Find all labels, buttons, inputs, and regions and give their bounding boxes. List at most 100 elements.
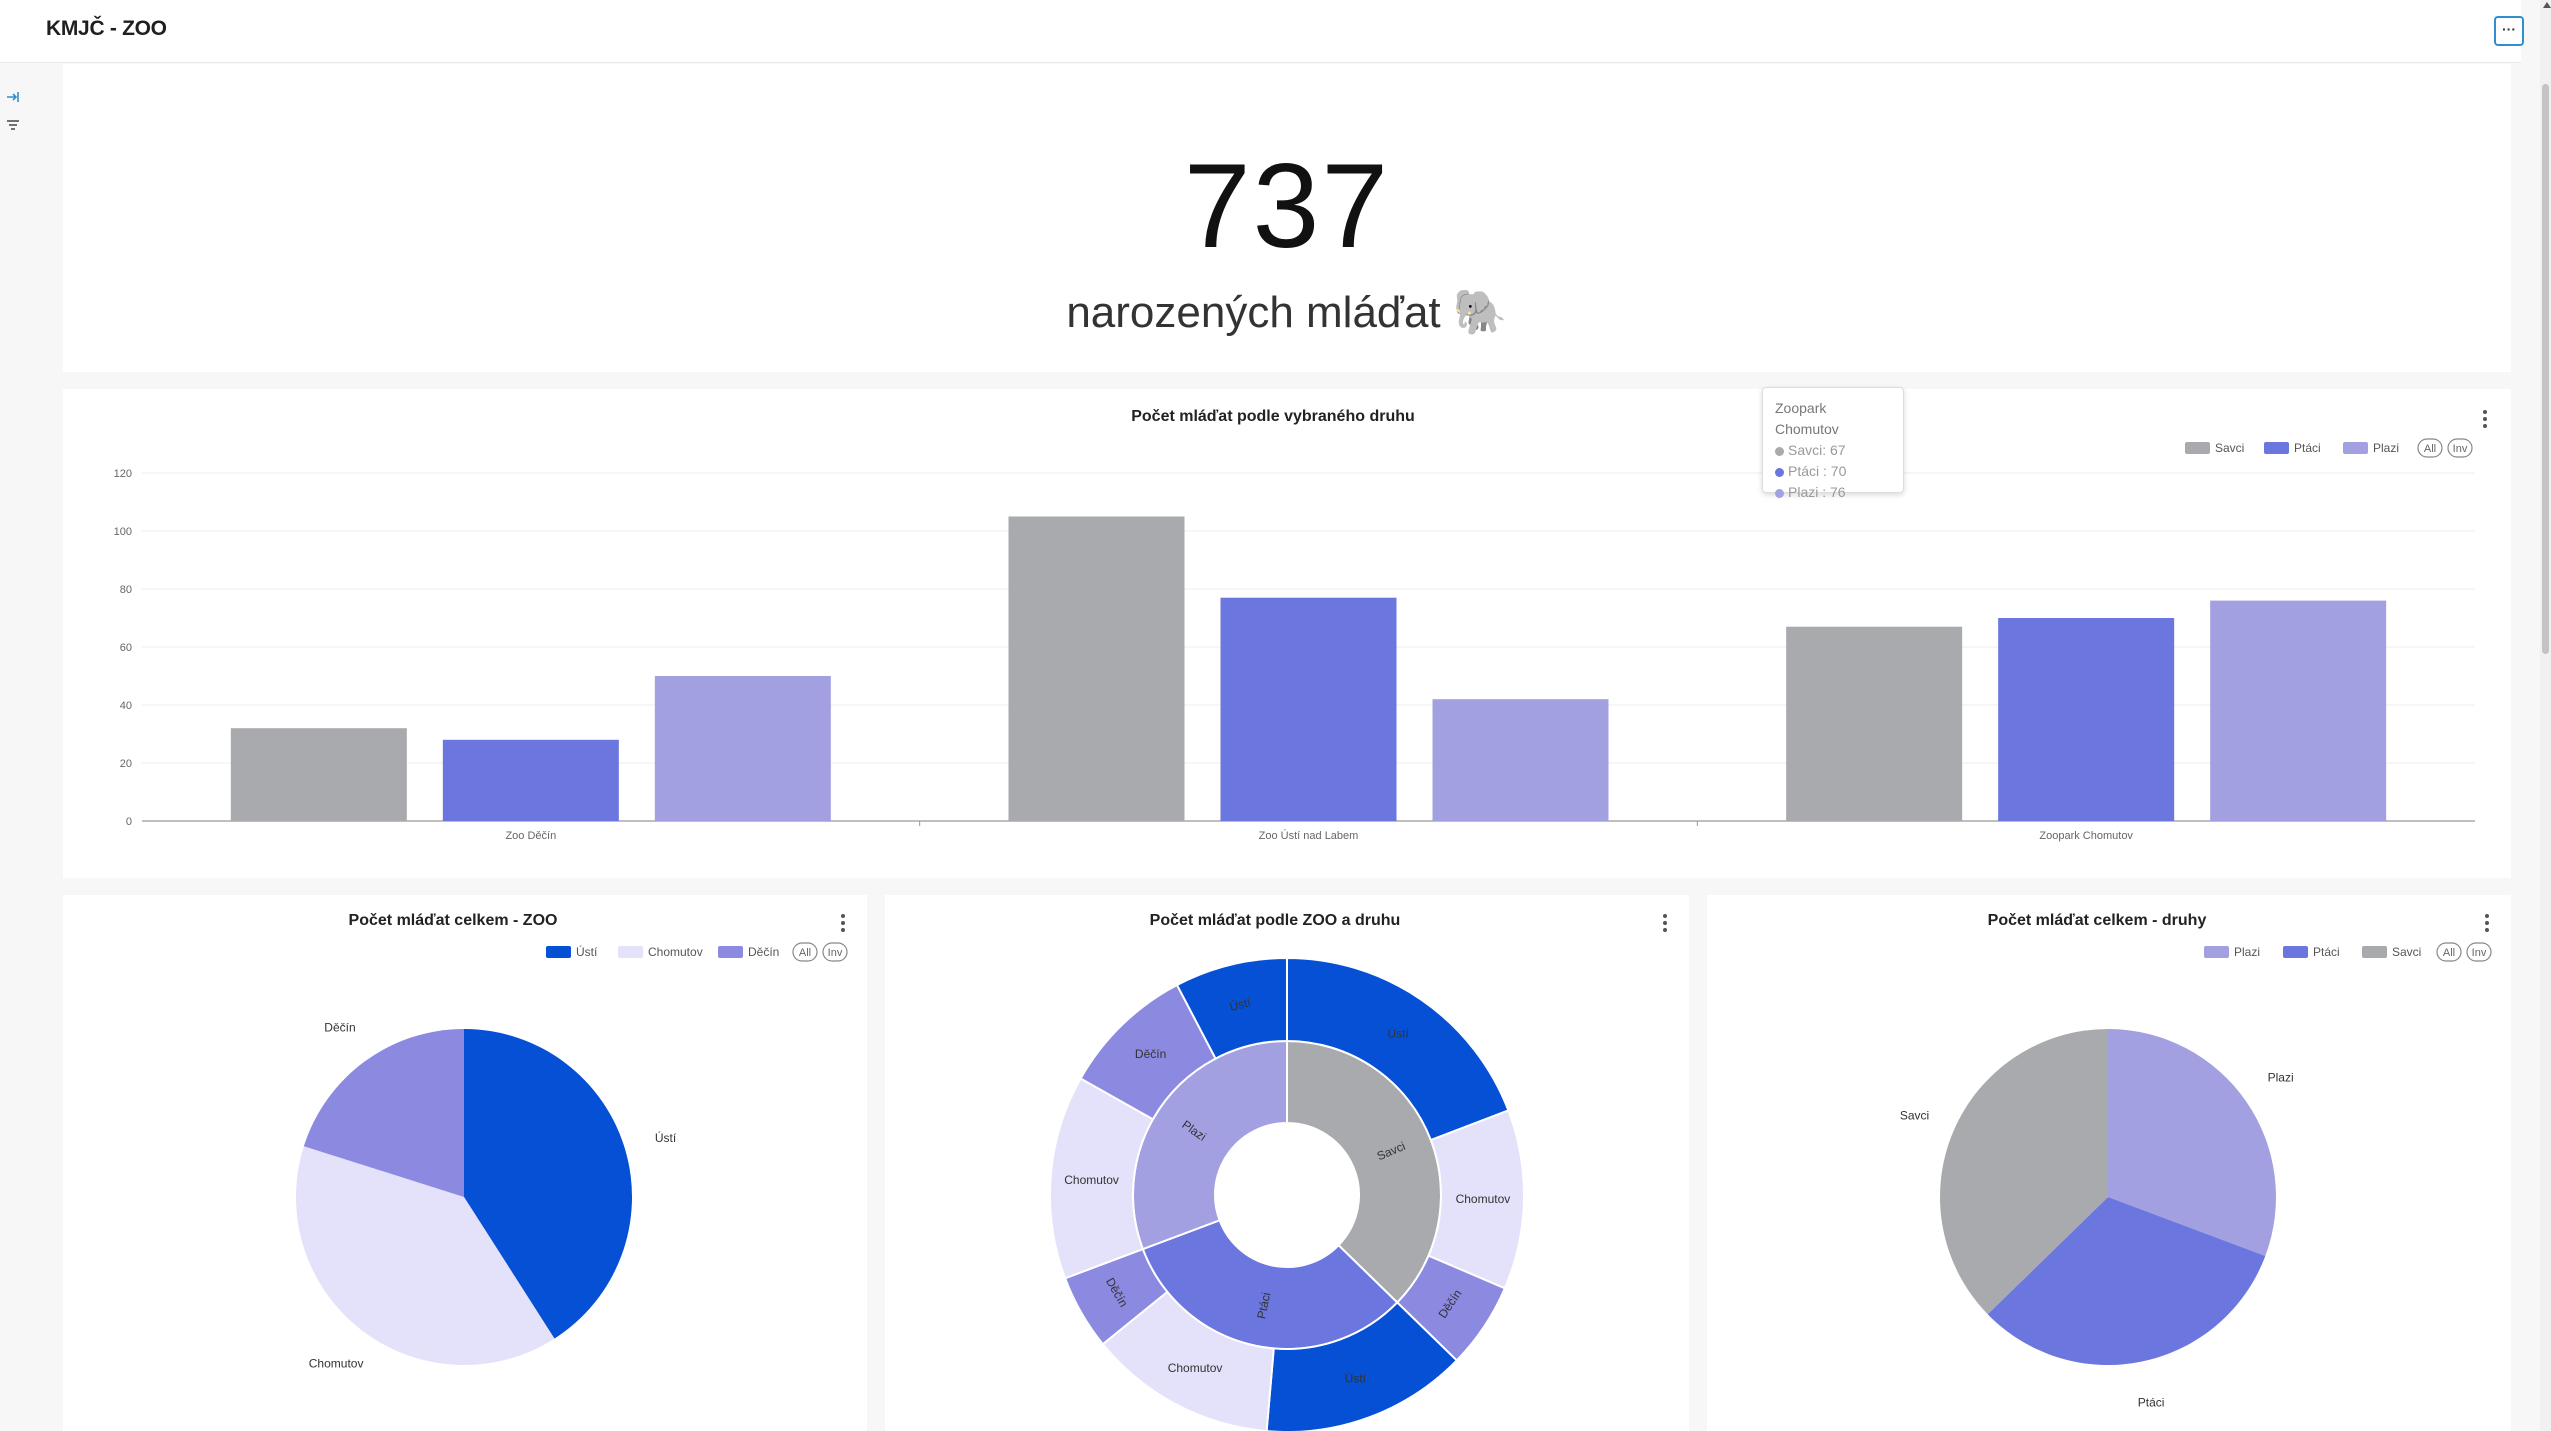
- pie-zoo-slice-usti[interactable]: [464, 1029, 633, 1339]
- pie-druhy-legend-ptaci-label[interactable]: Ptáci: [2313, 945, 2340, 959]
- sunburst-inner-label-ptaci: Ptáci: [1254, 1291, 1273, 1320]
- pie-zoo-menu-icon[interactable]: [841, 914, 845, 935]
- pie-zoo-legend-usti-label[interactable]: Ústí: [576, 944, 598, 959]
- sunburst-svg: SavciPtáciPlaziÚstíChomutovDěčínÚstíChom…: [1048, 956, 1525, 1431]
- sunburst-outer-usti[interactable]: [1175, 956, 1288, 1060]
- pie-zoo-title: Počet mláďat celkem - ZOO: [348, 912, 558, 929]
- pie-druhy-menu-icon[interactable]: [2485, 914, 2489, 935]
- scrollbar-thumb[interactable]: [2542, 84, 2549, 654]
- pie-druhy-slice-plazi[interactable]: [2108, 1029, 2276, 1257]
- pie-druhy-legend-plazi-swatch[interactable]: [2204, 946, 2229, 958]
- pie-zoo-legend-all-toggle[interactable]: [792, 942, 818, 962]
- pie-druhy-legend-ptaci-swatch[interactable]: [2283, 946, 2308, 958]
- tooltip-title: Zoopark Chomutov: [1775, 400, 1839, 437]
- sunburst-title: Počet mláďat podle ZOO a druhu: [1149, 912, 1401, 929]
- more-options-button[interactable]: ···: [2494, 16, 2524, 46]
- bar-y-tick-label: 20: [120, 758, 132, 770]
- pie-zoo-legend-chomutov-label[interactable]: Chomutov: [648, 945, 703, 959]
- pie-zoo-slice-decin[interactable]: [303, 1029, 464, 1197]
- pie-zoo-svg: Ústí Chomutov Děčín Inv All Děčín Chomutov Ústí: [296, 942, 848, 1371]
- bar-ptaci-zoopark-chomutov[interactable]: [1998, 618, 2175, 821]
- sunburst-menu-icon[interactable]: [1663, 914, 1667, 935]
- tooltip-dot-icon: [1775, 488, 1784, 498]
- pie-zoo-legend-inv-toggle[interactable]: [822, 942, 848, 962]
- pie-zoo-legend-chomutov-swatch[interactable]: [618, 946, 643, 958]
- bar-ptaci-zoo-usti-nad-labem[interactable]: [1220, 597, 1397, 821]
- pie-druhy-slice-label-savci: Savci: [1900, 1108, 1929, 1122]
- pie-druhy-legend-savci-label[interactable]: Savci: [2392, 945, 2421, 959]
- pie-zoo-slice-label-usti: Ústí: [655, 1130, 677, 1145]
- bar-legend-plazi-label[interactable]: Plazi: [2373, 441, 2399, 455]
- sunburst-outer-label-usti: Ústí: [1387, 1026, 1409, 1041]
- pie-zoo-slice-label-decin: Děčín: [324, 1021, 355, 1035]
- filter-icon[interactable]: [6, 119, 20, 134]
- sunburst-outer-label-chomutov: Chomutov: [1168, 1361, 1223, 1375]
- big-number-value: 737: [1183, 139, 1391, 273]
- top-bar: KMJČ - ZOO ···: [0, 0, 2524, 63]
- bar-legend-savci-label[interactable]: Savci: [2215, 441, 2244, 455]
- pie-druhy-slice-ptaci[interactable]: [1987, 1197, 2266, 1365]
- bar-x-tick-label: Zoo Děčín: [505, 830, 556, 842]
- tooltip-dot-icon: [1775, 467, 1784, 477]
- pie-zoo-slice-label-chomutov: Chomutov: [309, 1357, 364, 1371]
- bar-legend-all-toggle[interactable]: [2417, 438, 2443, 458]
- bar-plazi-zoopark-chomutov[interactable]: [2210, 600, 2387, 821]
- pie-zoo-legend-all-label[interactable]: All: [799, 947, 811, 959]
- tooltip-line-ptaci: Ptáci : 70: [1775, 461, 1891, 482]
- pie-druhy-slice-label-ptaci: Ptáci: [2138, 1396, 2165, 1410]
- bar-plazi-zoo-usti-nad-labem[interactable]: [1432, 699, 1609, 821]
- big-number-subtitle: narozených mláďat 🐘: [1066, 288, 1508, 337]
- pie-druhy-legend-savci-swatch[interactable]: [2362, 946, 2387, 958]
- bar-legend-all-label[interactable]: All: [2424, 443, 2436, 455]
- vertical-scrollbar[interactable]: [2540, 0, 2551, 1431]
- sunburst-outer-label-usti: Ústí: [1345, 1371, 1367, 1386]
- bar-chart-menu-icon[interactable]: [2483, 410, 2487, 431]
- bar-legend-plazi-swatch[interactable]: [2343, 442, 2368, 454]
- pie-druhy-legend-all-label[interactable]: All: [2443, 947, 2455, 959]
- tooltip-line-savci: Savci: 67: [1775, 440, 1891, 461]
- sunburst-outer-label-chomutov: Chomutov: [1456, 1192, 1511, 1206]
- pie-druhy-slice-label-plazi: Plazi: [2268, 1070, 2294, 1084]
- bar-legend-inv-label[interactable]: Inv: [2453, 443, 2468, 455]
- pie-druhy-legend-inv-toggle[interactable]: [2466, 942, 2492, 962]
- pie-druhy-legend-plazi-label[interactable]: Plazi: [2234, 945, 2260, 959]
- sunburst-outer-label-decin: Děčín: [1135, 1047, 1166, 1061]
- scroll-up-arrow-icon[interactable]: [2543, 2, 2551, 8]
- bar-chart-svg: 0 20 40 60 80 100 120 Zoo Děčín Zoo Ústí nad Lab…: [114, 438, 2475, 842]
- pie-zoo-legend-inv-label[interactable]: Inv: [828, 947, 843, 959]
- bar-y-tick-label: 100: [114, 526, 132, 538]
- sunburst-outer-label-chomutov: Chomutov: [1064, 1173, 1119, 1187]
- bar-savci-zoo-usti-nad-labem[interactable]: [1008, 516, 1185, 822]
- bar-legend-savci-swatch[interactable]: [2185, 442, 2210, 454]
- bar-savci-zoo-decin[interactable]: [230, 728, 407, 821]
- bar-legend-ptaci-label[interactable]: Ptáci: [2294, 441, 2321, 455]
- expand-panel-icon[interactable]: [6, 91, 20, 106]
- bar-y-tick-label: 0: [126, 816, 132, 828]
- bar-y-tick-label: 120: [114, 468, 132, 480]
- pie-druhy-legend-all-toggle[interactable]: [2436, 942, 2462, 962]
- pie-druhy-legend-inv-label[interactable]: Inv: [2472, 947, 2487, 959]
- bar-chart-title: Počet mláďat podle vybraného druhu: [1131, 408, 1415, 425]
- pie-zoo-legend-decin-swatch[interactable]: [718, 946, 743, 958]
- bar-x-tick-label: Zoo Ústí nad Labem: [1259, 829, 1359, 842]
- sunburst-outer-usti[interactable]: [1286, 956, 1510, 1142]
- pie-zoo-legend-usti-swatch[interactable]: [546, 946, 571, 958]
- bar-savci-zoopark-chomutov[interactable]: [1786, 626, 1963, 821]
- pie-druhy-slice-savci[interactable]: [1940, 1029, 2108, 1315]
- tooltip-dot-icon: [1775, 446, 1784, 456]
- bar-x-tick-label: Zoopark Chomutov: [2039, 830, 2133, 842]
- sunburst-outer-usti[interactable]: [1265, 1301, 1459, 1431]
- bar-ptaci-zoo-decin[interactable]: [442, 739, 619, 821]
- bar-plazi-zoo-decin[interactable]: [654, 676, 831, 821]
- bar-y-tick-label: 60: [120, 642, 132, 654]
- pie-zoo-legend-decin-label[interactable]: Děčín: [748, 945, 779, 959]
- dashboard-title: KMJČ - ZOO: [46, 17, 167, 40]
- pie-zoo-slice-chomutov[interactable]: [296, 1146, 555, 1365]
- bar-legend-inv-toggle[interactable]: [2447, 438, 2473, 458]
- tooltip-line-plazi: Plazi : 76: [1775, 482, 1891, 503]
- bar-legend-ptaci-swatch[interactable]: [2264, 442, 2289, 454]
- bar-chart-tooltip: Zoopark Chomutov Savci: 67 Ptáci : 70 Pl…: [1762, 387, 1904, 500]
- big-number-card: 737 narozených mláďat 🐘: [63, 64, 2511, 372]
- pie-druhy-svg: Plazi Ptáci Savci Inv All Savci Ptáci Plazi: [1900, 942, 2492, 1410]
- filter-sidebar: [0, 63, 28, 1431]
